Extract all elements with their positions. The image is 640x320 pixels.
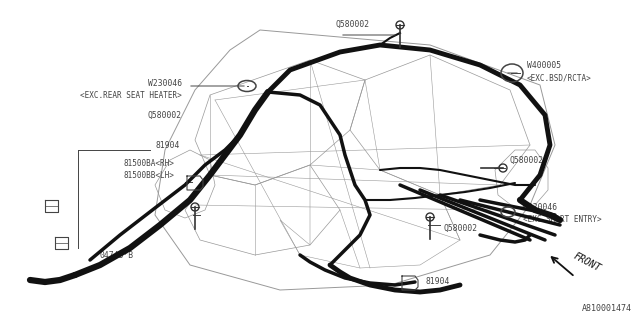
Text: <EXC.SMART ENTRY>: <EXC.SMART ENTRY>: [523, 214, 602, 223]
Text: FRONT: FRONT: [572, 251, 603, 273]
Text: Q580002: Q580002: [443, 223, 477, 233]
Text: 81500BB<LH>: 81500BB<LH>: [123, 172, 174, 180]
Text: 81904: 81904: [156, 140, 180, 149]
Text: W230046: W230046: [523, 203, 557, 212]
Text: Q580002: Q580002: [510, 156, 544, 164]
Text: Q580002: Q580002: [148, 110, 182, 119]
Text: A810001474: A810001474: [582, 304, 632, 313]
Text: 81904: 81904: [425, 277, 449, 286]
Text: W400005: W400005: [527, 61, 561, 70]
Text: Q580002: Q580002: [335, 20, 369, 28]
Text: W230046: W230046: [148, 78, 182, 87]
Text: <EXC.REAR SEAT HEATER>: <EXC.REAR SEAT HEATER>: [80, 92, 182, 100]
Text: 81500BA<RH>: 81500BA<RH>: [123, 158, 174, 167]
Text: 0474S*B: 0474S*B: [100, 252, 134, 260]
Text: <EXC.BSD/RCTA>: <EXC.BSD/RCTA>: [527, 74, 592, 83]
